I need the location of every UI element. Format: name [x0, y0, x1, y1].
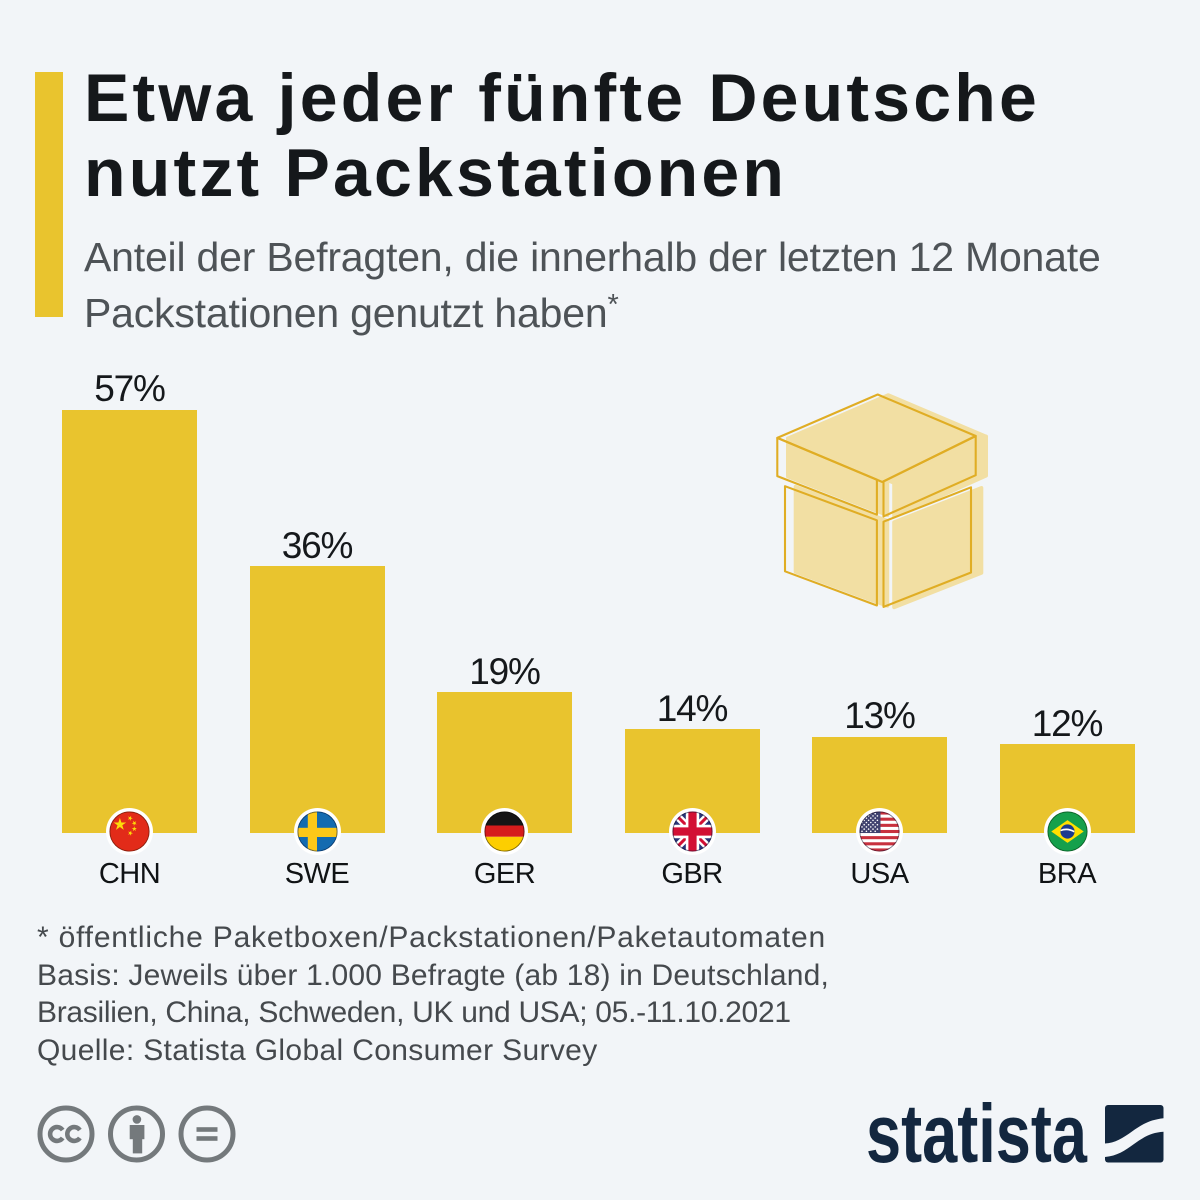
svg-text:statista: statista	[866, 1090, 1088, 1170]
